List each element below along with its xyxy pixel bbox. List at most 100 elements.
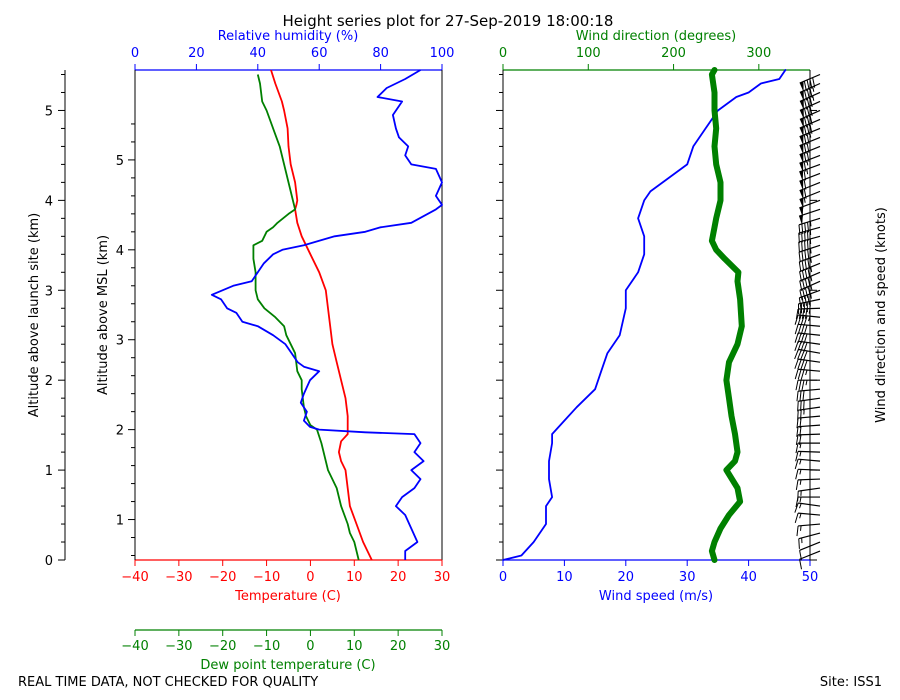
wind-barb	[798, 532, 821, 549]
wind-barb	[795, 468, 821, 480]
wind-barb-full	[812, 77, 816, 88]
wind-barb-staff	[798, 368, 821, 372]
wind-barb-full	[804, 287, 809, 298]
wind-barb-staff	[798, 397, 821, 402]
dewpoint-tick-label: 20	[390, 639, 407, 654]
wind-barb-full	[807, 286, 811, 297]
wind-barb-full	[803, 90, 808, 101]
wind-barb-full	[795, 380, 799, 391]
wind-barb-full	[806, 98, 810, 109]
dewpoint-tick-label: 30	[434, 639, 451, 654]
agl-tick-label: 0	[45, 554, 53, 569]
wind-barb-full	[794, 459, 799, 470]
wind-barb-full	[803, 342, 808, 353]
wind-barb-full	[804, 231, 806, 242]
figure-title: Height series plot for 27-Sep-2019 18:00…	[283, 12, 614, 30]
dewpoint-tick-label: −30	[165, 639, 192, 654]
wind-barb-pennant	[799, 153, 804, 164]
wind-barb-full	[797, 491, 799, 502]
wind-barb-staff	[798, 314, 821, 318]
wind-direction-tick-label: 0	[499, 46, 507, 61]
wind-barb-half	[810, 293, 812, 299]
wind_speed-line	[502, 69, 787, 561]
wind-barb-half	[799, 513, 802, 519]
wind-barb-full	[804, 308, 808, 319]
wind-barb-staff	[798, 348, 821, 354]
wind-barb-full	[798, 308, 802, 320]
wind_direction-line	[708, 67, 745, 563]
wind-speed-axis-label: Wind speed (m/s)	[599, 589, 713, 604]
wind-barb-half	[805, 369, 808, 376]
wind-barb-full	[803, 179, 807, 190]
wind-barb-full	[803, 350, 808, 361]
wind-barb-full	[798, 434, 802, 445]
dewpoint-axis-label: Dew point temperature (C)	[200, 658, 375, 673]
wind-barb-full	[799, 280, 803, 291]
wind-barb	[799, 172, 821, 191]
dewpoint-tick-label: −40	[121, 639, 148, 654]
wind-barb-full	[797, 401, 799, 412]
wind-barb-full	[794, 502, 799, 513]
temperature-tick-label: 0	[306, 570, 314, 585]
agl-tick-label: 3	[45, 284, 53, 299]
wind-barb-full	[797, 410, 799, 421]
wind-barb-full	[803, 134, 807, 145]
wind-barb-full	[809, 123, 813, 134]
wind-barb	[794, 502, 821, 513]
wind-barb-half	[799, 443, 802, 449]
wind-barb-pennant	[799, 170, 804, 182]
wind-barb-full	[799, 559, 802, 570]
wind-barb-full	[801, 260, 805, 271]
wind-barb-full	[809, 78, 813, 89]
temperature-tick-label: 20	[390, 570, 407, 585]
wind-barb-full	[806, 89, 810, 100]
wind-barb-full	[809, 114, 813, 125]
agl-tick-label: 1	[45, 464, 53, 479]
wind-barb-full	[809, 87, 813, 99]
temperature-tick-label: 30	[434, 570, 451, 585]
wind-barb-full	[795, 469, 799, 480]
wind-speed-tick-label: 0	[499, 570, 507, 585]
wind-barb-full	[796, 426, 799, 437]
wind-barb	[794, 512, 821, 524]
wind-barb-full	[804, 240, 806, 251]
wind-barb-full	[801, 380, 805, 391]
wind-barb-full	[798, 252, 801, 263]
wind-barb-full	[804, 295, 807, 306]
wind-barb-full	[806, 151, 810, 162]
wind-barb-half	[799, 469, 802, 475]
wind-barb-full	[797, 315, 802, 326]
wind-barb-half	[809, 132, 812, 138]
wind-barb-full	[798, 224, 801, 235]
wind-barb-full	[804, 278, 808, 289]
wind-barb-full	[803, 125, 807, 137]
wind-barb-staff	[797, 450, 821, 453]
wind-barb-full	[799, 550, 802, 561]
wind-barb-half	[800, 525, 802, 531]
wind-barb-full	[795, 308, 799, 320]
wind-barb-half	[799, 459, 802, 465]
wind-barb-full	[807, 268, 811, 279]
wind-barb-pennant	[799, 108, 804, 120]
wind-barb-full	[803, 108, 808, 119]
wind-barb	[797, 406, 821, 421]
wind-barb-full	[801, 241, 803, 252]
wind-barb-staff	[798, 217, 821, 226]
wind-barb-staff	[798, 532, 821, 540]
wind-barb-pennant	[799, 117, 804, 129]
wind-barb-half	[810, 276, 813, 282]
wind-barb	[799, 73, 821, 93]
wind-barb-full	[800, 409, 802, 421]
wind-barb-full	[795, 451, 799, 462]
wind-barb-full	[800, 359, 805, 370]
wind-panel: 0 10 20 30 40 50 0 100 200 300 Wind direction (de…	[496, 29, 889, 604]
wind-barb	[798, 235, 821, 253]
wind-barb-full	[803, 152, 807, 163]
footer-site: Site: ISS1	[820, 675, 882, 690]
temperature-tick-label: 10	[346, 570, 363, 585]
wind-barb	[795, 433, 821, 446]
humidity-axis-label: Relative humidity (%)	[218, 29, 359, 44]
footer-quality-note: REAL TIME DATA, NOT CHECKED FOR QUALITY	[18, 675, 318, 690]
wind-barb	[796, 388, 821, 402]
humidity-tick-label: 0	[131, 46, 139, 61]
